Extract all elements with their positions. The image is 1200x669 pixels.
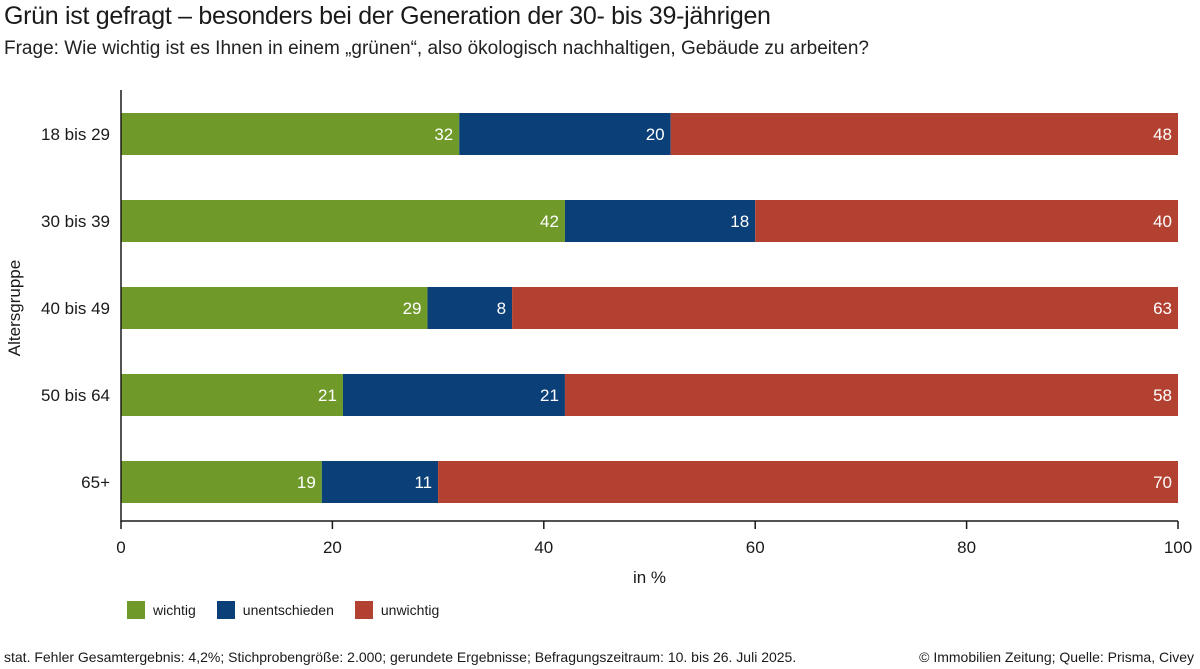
- legend-swatch-unentschieden: [216, 601, 235, 619]
- category-label-1: 30 bis 39: [41, 212, 110, 231]
- footer-note: stat. Fehler Gesamtergebnis: 4,2%; Stich…: [4, 649, 797, 665]
- bar-unwichtig-2: [512, 287, 1178, 329]
- data-label-unwichtig-0: 48: [1153, 125, 1172, 144]
- category-label-3: 50 bis 64: [41, 386, 110, 405]
- x-tick-label-0: 0: [116, 538, 125, 557]
- category-label-4: 65+: [81, 473, 110, 492]
- x-tick-label-1: 20: [323, 538, 342, 557]
- x-tick-label-4: 80: [957, 538, 976, 557]
- data-label-wichtig-1: 42: [540, 212, 559, 231]
- x-tick-label-2: 40: [534, 538, 553, 557]
- data-label-unentschieden-3: 21: [540, 386, 559, 405]
- data-label-wichtig-4: 19: [297, 473, 316, 492]
- data-label-unwichtig-4: 70: [1153, 473, 1172, 492]
- data-label-unentschieden-0: 20: [646, 125, 665, 144]
- bar-unwichtig-4: [438, 461, 1179, 503]
- chart-legend: wichtig unentschieden unwichtig: [127, 601, 460, 619]
- category-label-0: 18 bis 29: [41, 125, 110, 144]
- legend-item-wichtig: wichtig: [127, 601, 196, 619]
- bar-unentschieden-1: [564, 200, 756, 242]
- bar-wichtig-2: [121, 287, 428, 329]
- y-axis-title: Altersgruppe: [5, 260, 24, 356]
- legend-label-unwichtig: unwichtig: [380, 602, 440, 618]
- legend-label-wichtig: wichtig: [153, 602, 196, 618]
- x-tick-label-5: 100: [1164, 538, 1192, 557]
- data-label-unwichtig-1: 40: [1153, 212, 1172, 231]
- bar-wichtig-1: [121, 200, 565, 242]
- data-label-unentschieden-1: 18: [730, 212, 749, 231]
- data-label-unentschieden-4: 11: [414, 473, 432, 492]
- data-label-wichtig-0: 32: [434, 125, 453, 144]
- bar-wichtig-4: [121, 461, 322, 503]
- data-label-unentschieden-2: 8: [497, 299, 506, 318]
- legend-swatch-unwichtig: [354, 601, 373, 619]
- bar-unwichtig-1: [755, 200, 1178, 242]
- bar-wichtig-3: [121, 374, 343, 416]
- legend-item-unwichtig: unwichtig: [354, 601, 440, 619]
- bar-unwichtig-0: [670, 113, 1178, 155]
- category-label-2: 40 bis 49: [41, 299, 110, 318]
- data-label-wichtig-3: 21: [318, 386, 337, 405]
- data-label-wichtig-2: 29: [403, 299, 422, 318]
- footer-source: © Immobilien Zeitung; Quelle: Prisma, Ci…: [919, 649, 1194, 665]
- chart-title: Grün ist gefragt – besonders bei der Gen…: [4, 2, 771, 30]
- bar-unwichtig-3: [564, 374, 1178, 416]
- data-label-unwichtig-3: 58: [1153, 386, 1172, 405]
- legend-swatch-wichtig: [127, 601, 145, 619]
- bar-unentschieden-2: [427, 287, 513, 329]
- legend-item-unentschieden: unentschieden: [216, 601, 334, 619]
- x-tick-label-3: 60: [746, 538, 765, 557]
- x-axis-title: in %: [633, 568, 666, 587]
- bar-unentschieden-4: [321, 461, 439, 503]
- bar-wichtig-0: [121, 113, 460, 155]
- bar-unentschieden-0: [459, 113, 671, 155]
- data-label-unwichtig-2: 63: [1153, 299, 1172, 318]
- legend-label-unentschieden: unentschieden: [242, 602, 334, 618]
- chart-subtitle: Frage: Wie wichtig ist es Ihnen in einem…: [4, 38, 870, 59]
- bar-unentschieden-3: [342, 374, 565, 416]
